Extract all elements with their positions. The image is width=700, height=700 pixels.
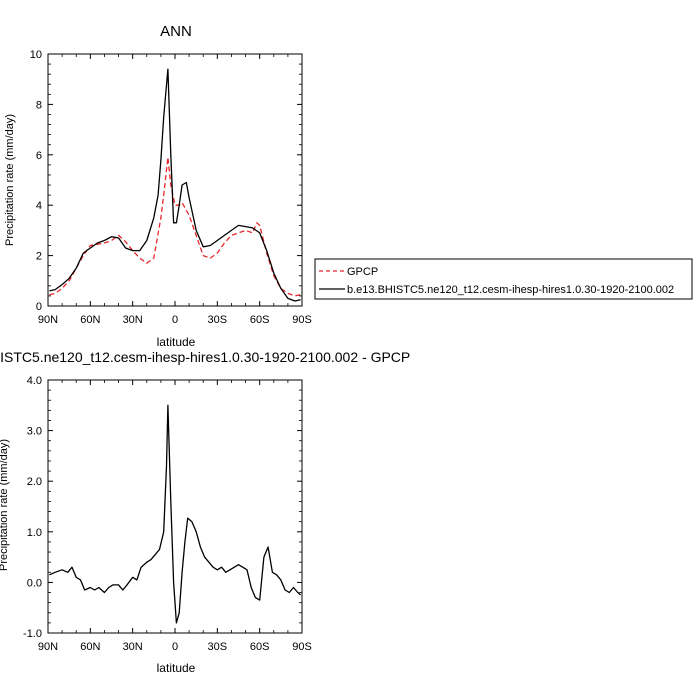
legend-label-model: b.e13.BHISTC5.ne120_t12.cesm-ihesp-hires… — [347, 284, 674, 296]
chart2-x-axis-label: latitude — [157, 661, 196, 675]
chart2-series-line-difference — [49, 404, 302, 624]
chart1-x-tick-label: 60S — [250, 314, 270, 326]
chart1-x-tick-label: 30S — [208, 314, 228, 326]
chart1-x-tick-label: 90S — [292, 314, 312, 326]
chart1-y-tick-label: 0 — [36, 301, 42, 313]
chart1-y-tick-label: 10 — [30, 49, 42, 61]
chart1-y-tick-label: 2 — [36, 251, 42, 263]
chart2-x-tick-label: 60S — [250, 641, 270, 653]
chart2-y-tick-label: -1.0 — [23, 628, 42, 640]
chart2-y-tick-label: 2.0 — [27, 476, 42, 488]
chart2-y-tick-label: 3.0 — [27, 426, 42, 438]
chart1-plot-frame — [47, 53, 303, 307]
chart1-x-tick-label: 60N — [80, 314, 100, 326]
chart2-y-tick-label: 1.0 — [27, 527, 42, 539]
chart2-x-tick-label: 30N — [123, 641, 143, 653]
chart1-y-tick-label: 8 — [36, 99, 42, 111]
chart2-y-axis-label: Precipitation rate (mm/day) — [0, 439, 10, 571]
chart1-series-line-gpcp — [49, 156, 301, 297]
chart2-x-tick-label: 90S — [292, 641, 312, 653]
chart1-x-tick-label: 0 — [172, 314, 178, 326]
legend-box — [314, 258, 693, 300]
chart1-x-tick-label: 30N — [123, 314, 143, 326]
chart2-x-tick-label: 0 — [172, 641, 178, 653]
chart1-legend: GPCP b.e13.BHISTC5.ne120_t12.cesm-ihesp-… — [314, 258, 693, 300]
annual-precipitation-chart: ANN Precipitation rate (mm/day) latitude… — [4, 23, 312, 349]
chart2-x-tick-label: 90N — [38, 641, 58, 653]
chart1-y-tick-label: 4 — [36, 200, 42, 212]
chart2-y-tick-label: 0.0 — [27, 577, 42, 589]
chart1-x-tick-label: 90N — [38, 314, 58, 326]
legend-label-gpcp: GPCP — [347, 266, 378, 278]
chart2-plot-frame — [47, 379, 303, 634]
chart1-x-axis-label: latitude — [157, 335, 196, 349]
chart1-y-axis-label: Precipitation rate (mm/day) — [4, 114, 16, 246]
chart2-y-tick-label: 4.0 — [27, 375, 42, 387]
difference-chart: b.e13.BHISTC5.ne120_t12.cesm-ihesp-hires… — [0, 349, 410, 675]
chart2-x-tick-label: 30S — [208, 641, 228, 653]
chart1-series-line-model — [49, 68, 301, 302]
chart2-x-tick-label: 60N — [80, 641, 100, 653]
chart1-y-tick-label: 6 — [36, 150, 42, 162]
chart1-title: ANN — [160, 23, 192, 40]
chart2-title: b.e13.BHISTC5.ne120_t12.cesm-ihesp-hires… — [0, 349, 410, 365]
